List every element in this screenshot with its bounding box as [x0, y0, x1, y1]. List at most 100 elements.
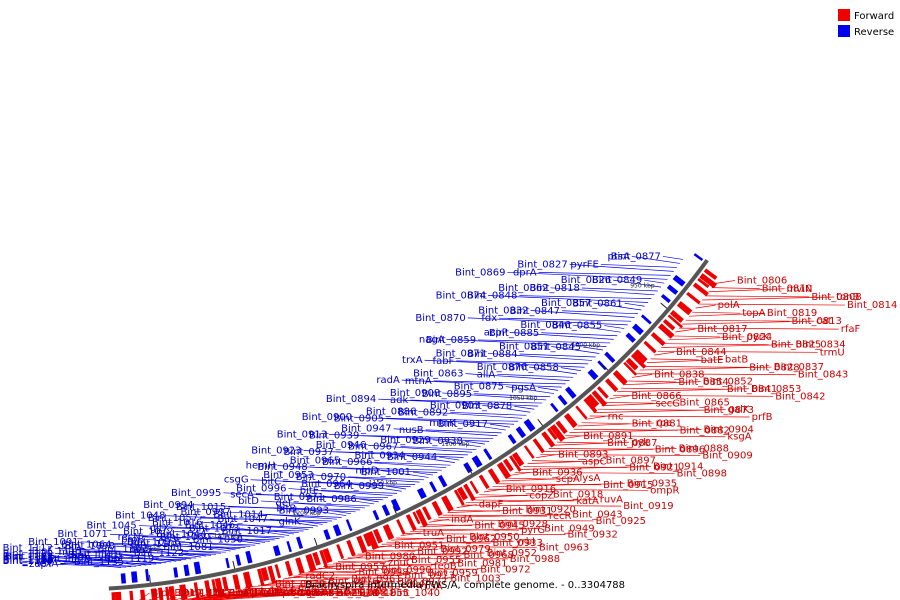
- forward-feature: [699, 273, 717, 289]
- forward-gene-label: Bint_0904: [703, 425, 753, 436]
- label-leader-line: [678, 327, 839, 330]
- forward-gene-label: Bint_0854: [678, 377, 728, 388]
- forward-gene-label: flgB: [298, 584, 318, 595]
- label-leader-line: [179, 592, 227, 600]
- forward-feature: [463, 483, 476, 502]
- label-leader-line: [499, 317, 632, 322]
- reverse-gene-label: Bint_0993: [279, 506, 329, 517]
- forward-feature: [165, 586, 170, 600]
- label-leader-line: [438, 514, 571, 518]
- label-leader-line: [424, 359, 585, 368]
- reverse-gene-label: Bint_0851: [499, 341, 549, 352]
- forward-feature: [676, 300, 693, 316]
- label-leader-line: [714, 280, 735, 284]
- reverse-gene-label: bitD: [238, 496, 259, 507]
- forward-feature: [583, 397, 598, 414]
- label-leader-line: [474, 393, 551, 398]
- reverse-gene-label: Bint_0944: [387, 452, 437, 463]
- forward-feature: [633, 349, 648, 364]
- label-leader-line: [601, 402, 678, 407]
- forward-gene-label: Bint_0828: [749, 362, 799, 373]
- reverse-gene-label: maa: [129, 545, 151, 556]
- label-leader-line: [705, 295, 810, 298]
- reverse-gene-label: Bint_1014: [213, 509, 263, 520]
- reverse-gene-label: Bint_0917: [438, 419, 488, 430]
- tick-label: 1250 kbp: [214, 532, 242, 539]
- forward-feature: [591, 390, 608, 407]
- reverse-gene-label: ptsA: [608, 251, 630, 262]
- reverse-gene-label: adk: [390, 395, 408, 406]
- forward-gene-label: Bint_0896: [655, 444, 705, 455]
- label-leader-line: [268, 582, 373, 585]
- label-leader-line: [54, 553, 182, 561]
- label-leader-line: [465, 499, 598, 503]
- forward-gene-label: Bint_0915: [603, 480, 653, 491]
- reverse-gene-label: Bint_1001: [361, 467, 411, 478]
- reverse-feature: [120, 573, 127, 584]
- tick-label: 1050 kbp: [509, 395, 537, 402]
- forward-gene-label: Bint_0962: [446, 534, 496, 545]
- label-leader-line: [560, 367, 581, 371]
- forward-feature: [564, 413, 578, 429]
- reverse-feature: [183, 564, 190, 577]
- label-leader-line: [635, 373, 796, 376]
- label-leader-line: [358, 498, 379, 503]
- forward-feature: [312, 551, 321, 566]
- label-leader-line: [175, 531, 280, 539]
- label-leader-line: [489, 423, 510, 428]
- reverse-gene-label: Bint_0999: [334, 481, 384, 492]
- label-leader-line: [464, 440, 485, 445]
- label-leader-line: [529, 366, 578, 375]
- reverse-gene-label: nagA: [419, 334, 445, 345]
- forward-feature: [114, 591, 122, 600]
- forward-gene-label: recR: [549, 511, 572, 522]
- forward-gene-label: Bint_0988: [510, 554, 560, 565]
- forward-gene-label: Bint_0891: [583, 431, 633, 442]
- label-leader-line: [54, 559, 132, 568]
- forward-feature: [129, 590, 134, 600]
- label-leader-line: [573, 428, 678, 431]
- label-leader-line: [400, 446, 477, 450]
- reverse-gene-label: Bint_0900: [302, 412, 352, 423]
- reverse-gene-label: Bint_0826: [561, 275, 611, 286]
- forward-gene-label: Bint_0978: [275, 579, 325, 590]
- forward-gene-label: truA: [423, 528, 444, 539]
- reverse-gene-label: Bint_0894: [326, 394, 376, 405]
- forward-feature: [214, 577, 224, 597]
- forward-feature: [502, 458, 514, 472]
- label-leader-line: [123, 554, 172, 563]
- forward-feature: [267, 565, 277, 585]
- reverse-feature: [145, 569, 150, 582]
- reverse-gene-label: Bint_1119: [104, 553, 154, 564]
- reverse-gene-label: Bint_0832: [478, 305, 528, 316]
- label-leader-line: [692, 311, 741, 314]
- forward-gene-label: dapF: [479, 500, 504, 511]
- reverse-gene-label: Bint_0892: [398, 407, 448, 418]
- forward-feature: [242, 571, 253, 589]
- label-leader-line: [456, 504, 477, 509]
- forward-gene-label: feoB: [434, 561, 457, 572]
- label-leader-line: [153, 549, 202, 558]
- reverse-feature: [235, 554, 242, 566]
- forward-feature: [274, 564, 282, 579]
- reverse-gene-label: Bint_0818: [529, 283, 579, 294]
- label-leader-line: [93, 558, 142, 567]
- label-leader-line: [80, 541, 241, 550]
- forward-feature: [319, 550, 329, 569]
- reverse-feature: [550, 402, 559, 413]
- forward-gene-label: Bint_0841: [727, 384, 777, 395]
- forward-gene-label: Bint_1055: [359, 588, 409, 599]
- label-leader-line: [631, 256, 680, 264]
- forward-gene-label: Bint_1041: [290, 588, 340, 599]
- forward-feature: [157, 587, 164, 600]
- label-leader-line: [593, 409, 726, 413]
- reverse-feature: [666, 284, 679, 295]
- forward-feature: [487, 468, 501, 485]
- reverse-feature: [193, 561, 202, 575]
- label-connector-lines: [54, 256, 846, 600]
- reverse-feature: [437, 474, 448, 488]
- forward-gene-label: Bint_0957: [335, 562, 385, 573]
- forward-feature: [382, 524, 395, 541]
- reverse-gene-label: Bint_0934: [355, 451, 405, 462]
- forward-gene-label: rfaF: [841, 324, 861, 335]
